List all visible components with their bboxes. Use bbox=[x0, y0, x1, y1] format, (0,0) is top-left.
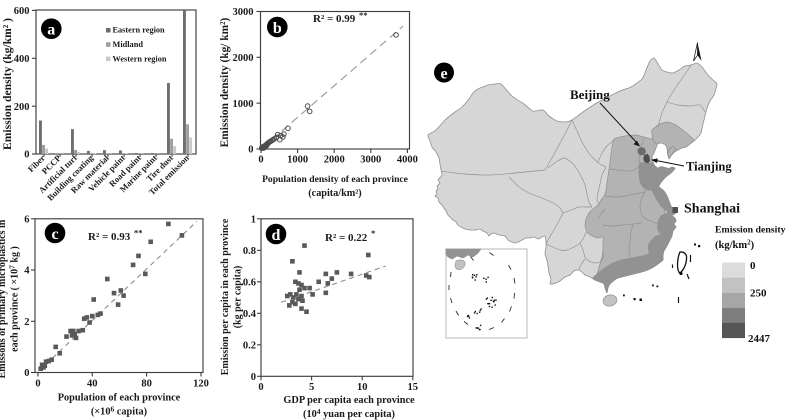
svg-text:Emission density (kg/km² ): Emission density (kg/km² ) bbox=[1, 18, 14, 150]
svg-text:a: a bbox=[47, 22, 55, 39]
svg-text:0: 0 bbox=[35, 379, 40, 390]
svg-text:0: 0 bbox=[251, 372, 256, 383]
svg-text:e: e bbox=[440, 65, 447, 82]
svg-text:Midland: Midland bbox=[113, 40, 144, 49]
svg-text:3000: 3000 bbox=[233, 7, 254, 18]
svg-text:Western region: Western region bbox=[113, 54, 167, 63]
svg-text:GDP per capita each province: GDP per capita each province bbox=[283, 395, 415, 406]
svg-text:120: 120 bbox=[193, 379, 209, 390]
svg-text:Tianjing: Tianjing bbox=[686, 160, 732, 174]
svg-text:(kg/km2): (kg/km2) bbox=[715, 239, 755, 252]
svg-text:R² = 0.93: R² = 0.93 bbox=[88, 231, 131, 243]
svg-text:0: 0 bbox=[258, 155, 263, 166]
svg-text:0: 0 bbox=[24, 368, 29, 379]
svg-text:3000: 3000 bbox=[360, 155, 381, 166]
svg-text:2447: 2447 bbox=[748, 333, 771, 345]
svg-text:10: 10 bbox=[357, 382, 368, 393]
svg-text:(×106 capita): (×106 capita) bbox=[91, 404, 147, 417]
svg-text:Eastern region: Eastern region bbox=[113, 26, 166, 35]
svg-text:1000: 1000 bbox=[287, 155, 308, 166]
svg-text:R² = 0.22: R² = 0.22 bbox=[325, 232, 368, 244]
svg-text:Emission per capita in each: Emission per capita in each province bbox=[220, 218, 231, 375]
svg-text:Emissons of primary microplast: Emissons of primary microplastics in bbox=[0, 219, 8, 378]
svg-text:*: * bbox=[371, 228, 375, 238]
svg-text:b: b bbox=[273, 20, 282, 37]
svg-text:c: c bbox=[51, 226, 58, 243]
svg-text:(capita/km²): (capita/km²) bbox=[308, 188, 361, 199]
svg-text:80: 80 bbox=[141, 379, 152, 390]
svg-text:2000: 2000 bbox=[233, 53, 254, 64]
svg-text:600: 600 bbox=[14, 6, 30, 17]
svg-text:15: 15 bbox=[408, 382, 419, 393]
svg-text:2000: 2000 bbox=[324, 155, 345, 166]
svg-text:Shanghai: Shanghai bbox=[684, 202, 740, 217]
svg-text:Beijing: Beijing bbox=[570, 87, 610, 102]
svg-text:**: ** bbox=[359, 10, 368, 20]
svg-text:**: ** bbox=[134, 228, 143, 238]
svg-text:R² = 0.99: R² = 0.99 bbox=[313, 13, 356, 25]
svg-text:0: 0 bbox=[24, 150, 29, 161]
svg-text:200: 200 bbox=[14, 102, 30, 113]
svg-text:2: 2 bbox=[24, 317, 29, 328]
svg-text:0.8: 0.8 bbox=[243, 246, 256, 257]
svg-text:4000: 4000 bbox=[397, 155, 418, 166]
svg-text:0: 0 bbox=[258, 382, 263, 393]
svg-text:0: 0 bbox=[750, 260, 756, 272]
svg-text:4: 4 bbox=[24, 266, 30, 277]
svg-text:0: 0 bbox=[248, 145, 253, 156]
svg-text:(104 yuan per capita): (104 yuan per capita) bbox=[303, 407, 395, 420]
svg-text:d: d bbox=[272, 227, 281, 244]
svg-text:Population of each province: Population of each province bbox=[58, 393, 181, 404]
svg-text:0.2: 0.2 bbox=[243, 340, 256, 351]
svg-text:Emission density: Emission density bbox=[715, 225, 786, 236]
svg-text:Population density of each pro: Population density of each province bbox=[262, 174, 409, 185]
svg-text:1000: 1000 bbox=[233, 99, 254, 110]
svg-text:(kg per capita): (kg per capita) bbox=[233, 266, 244, 329]
svg-text:each province ( ×107 kg ): each province ( ×107 kg ) bbox=[7, 246, 20, 352]
svg-text:6: 6 bbox=[24, 214, 29, 225]
svg-text:0.6: 0.6 bbox=[243, 277, 256, 288]
svg-text:1: 1 bbox=[251, 214, 256, 225]
svg-text:5: 5 bbox=[309, 382, 314, 393]
svg-text:40: 40 bbox=[87, 379, 98, 390]
svg-text:400: 400 bbox=[14, 54, 30, 65]
svg-text:250: 250 bbox=[750, 288, 767, 300]
svg-text:0.4: 0.4 bbox=[243, 309, 257, 320]
svg-text:Emission density (kg/ km²): Emission density (kg/ km²) bbox=[219, 17, 231, 147]
